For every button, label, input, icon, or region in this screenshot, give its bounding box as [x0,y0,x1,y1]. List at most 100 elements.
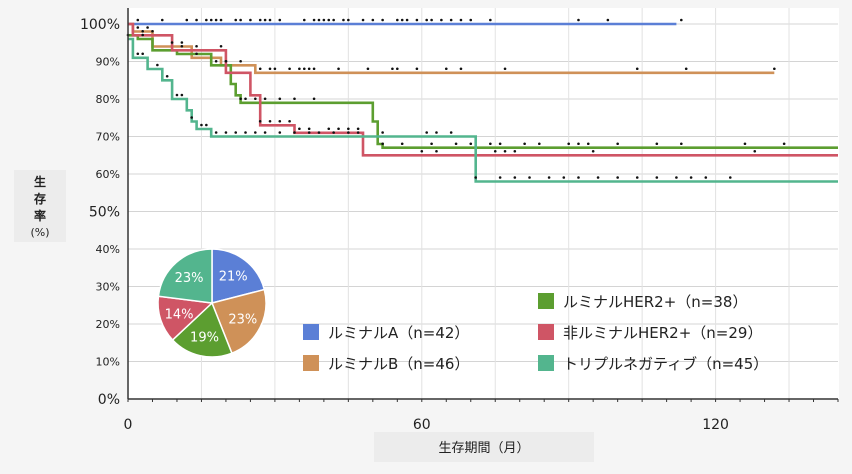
y-tick-label: 50% [89,205,120,221]
censor-mark [302,67,306,71]
censor-mark [577,18,580,22]
censor-mark [278,131,282,134]
censor-mark [160,18,164,22]
y-tick-label: 100% [80,17,120,33]
censor-mark [635,67,639,71]
censor-mark [396,18,399,22]
censor-mark [415,18,419,22]
censor-mark [449,18,453,22]
censor-mark [513,176,517,179]
y-axis-label-3: 率 [34,208,46,223]
pie-slice-label: 23% [175,271,204,286]
censor-mark [268,18,272,22]
censor-mark [430,18,433,22]
censor-mark [136,26,140,29]
censor-mark [307,131,311,134]
censor-mark [317,131,321,134]
x-tick-label: 120 [702,417,729,433]
x-tick-label: 60 [413,417,431,433]
censor-mark [244,97,247,101]
censor-mark [489,142,492,146]
censor-mark [141,52,144,56]
censor-mark [400,18,404,22]
censor-mark [180,44,184,48]
censor-mark [293,97,296,101]
censor-mark [498,142,502,146]
y-axis-label-2: 存 [33,191,46,206]
censor-mark [180,41,184,44]
censor-mark [268,67,272,71]
censor-mark [278,97,282,101]
censor-mark [224,59,228,63]
pie-slice-1 [211,248,266,304]
pie-slice-3 [171,301,233,358]
censor-mark [728,176,732,179]
pie-slice-2 [210,288,267,355]
censor-mark [327,127,331,131]
censor-mark [249,18,252,22]
legend-label-4: 非ルミナルHER2+（n=29） [563,324,762,342]
censor-mark [307,67,311,71]
censor-mark [606,18,610,22]
censor-mark [523,142,526,146]
censor-mark [234,131,238,134]
censor-mark [347,127,350,131]
censor-mark [493,149,497,153]
legend: ルミナルA（n=42） ルミナルB（n=46） ルミナルHER2+（n=38） 非ルミ… [303,293,768,373]
censor-mark [298,127,301,131]
censor-mark [170,41,174,44]
legend-swatch-2 [303,355,319,371]
censor-mark [503,149,507,153]
axes [127,8,839,402]
censor-mark [214,131,218,134]
censor-mark [258,119,262,123]
series-line-4 [128,22,838,157]
censor-mark [151,29,154,33]
censor-mark [175,93,179,97]
pie-slice-5 [157,248,213,304]
censor-mark [400,142,404,146]
censor-mark [347,18,350,22]
censor-mark [273,67,277,71]
censor-mark [200,123,203,127]
censor-mark [317,18,321,22]
y-tick-label: 20% [96,318,120,331]
censor-mark [782,142,786,146]
censor-mark [469,142,473,146]
censor-mark [312,18,316,22]
censor-mark [435,149,438,153]
censor-mark [337,127,340,131]
legend-swatch-4 [538,324,554,340]
censor-mark [356,127,360,131]
censor-mark [469,18,473,22]
series-group [128,22,838,183]
y-tick-label: 0% [98,392,120,408]
censor-mark [293,131,296,134]
censor-mark [327,18,331,22]
censor-mark [547,176,551,179]
censor-mark [136,52,140,56]
censor-mark [312,67,316,71]
censor-mark [562,176,566,179]
y-axis-label-4: (%) [30,226,49,239]
ylabel-box [14,170,66,242]
censor-mark [459,67,463,71]
pie-slice-label: 23% [228,313,257,328]
censor-mark [704,176,708,179]
censor-mark [263,97,267,101]
legend-label-5: トリプルネガティブ（n=45） [563,355,768,373]
censor-mark [616,176,619,179]
legend-swatch-3 [538,293,554,309]
censor-mark [680,18,683,22]
censor-mark [498,176,502,179]
censor-mark [263,18,267,22]
censor-mark [278,18,282,22]
censor-mark [347,131,350,134]
y-tick-label: 80% [96,93,120,106]
censor-mark [655,142,659,146]
censor-mark [254,97,257,101]
censor-mark [616,142,619,146]
censor-mark [513,149,517,153]
censor-mark [440,18,443,22]
